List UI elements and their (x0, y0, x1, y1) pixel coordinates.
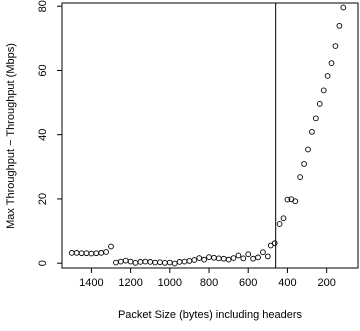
data-point (336, 22, 343, 29)
data-point (340, 4, 347, 11)
data-point (176, 259, 183, 265)
x-tick-label: 600 (239, 277, 257, 289)
data-point (166, 259, 173, 266)
data-point (103, 249, 109, 255)
data-point (137, 259, 144, 265)
data-point (225, 256, 232, 263)
data-point (292, 198, 299, 205)
x-tick-label: 1000 (158, 277, 182, 289)
data-point (98, 250, 105, 256)
data-point (260, 249, 266, 256)
data-point (181, 258, 188, 265)
x-axis-label: Packet Size (bytes) including headers (118, 309, 303, 321)
y-tick-label: 20 (37, 193, 49, 205)
x-tick-label: 800 (200, 277, 218, 289)
data-point (215, 255, 222, 262)
data-point (171, 260, 178, 267)
data-point (284, 196, 291, 203)
data-point (255, 254, 261, 261)
data-point (68, 250, 75, 256)
data-point (78, 250, 85, 257)
data-point (162, 260, 168, 266)
x-tick-label: 1400 (79, 277, 103, 289)
x-tick-label: 1200 (118, 277, 142, 289)
data-point (309, 128, 315, 135)
data-point (316, 101, 323, 107)
data-point (88, 250, 95, 257)
data-point (191, 257, 198, 263)
data-point (157, 259, 163, 266)
data-point (240, 255, 247, 262)
data-point (328, 60, 335, 66)
data-point (324, 73, 331, 79)
y-tick-label: 0 (37, 260, 49, 266)
data-point (220, 255, 227, 262)
data-point (93, 250, 100, 257)
data-points (68, 4, 347, 267)
data-point (127, 258, 134, 265)
data-point (264, 253, 271, 260)
data-point (250, 255, 256, 262)
data-point (152, 259, 158, 266)
data-point (142, 258, 149, 265)
data-point (313, 115, 319, 122)
data-point (113, 259, 119, 266)
data-point (122, 257, 129, 264)
data-point (230, 255, 237, 261)
plot-frame (61, 2, 359, 269)
y-tick-label: 40 (37, 129, 49, 141)
data-point (206, 254, 212, 260)
y-tick-label: 60 (37, 64, 49, 76)
data-point (280, 215, 287, 222)
y-axis-label: Max Throughput − Throughput (Mbps) (5, 43, 17, 229)
data-point (186, 258, 193, 264)
data-point (320, 87, 327, 94)
data-point (147, 259, 154, 265)
data-point (132, 260, 139, 266)
y-axis: 0 20 40 60 80 (37, 0, 62, 266)
data-point (201, 256, 207, 263)
data-point (211, 254, 217, 261)
x-tick-label: 400 (278, 277, 296, 289)
data-point (297, 174, 304, 180)
data-point (73, 250, 80, 256)
data-point (196, 255, 203, 261)
data-point (305, 146, 311, 153)
x-axis: 1400 1200 1000 800 600 400 200 (79, 268, 336, 289)
data-point (332, 43, 339, 49)
data-point (117, 258, 124, 265)
data-point (108, 243, 114, 250)
data-point (83, 250, 90, 257)
data-point (235, 252, 242, 259)
y-tick-label: 80 (37, 0, 49, 12)
x-tick-label: 200 (317, 277, 335, 289)
data-point (245, 251, 252, 258)
data-point (301, 161, 307, 167)
data-point (271, 240, 278, 247)
data-point (276, 221, 283, 227)
